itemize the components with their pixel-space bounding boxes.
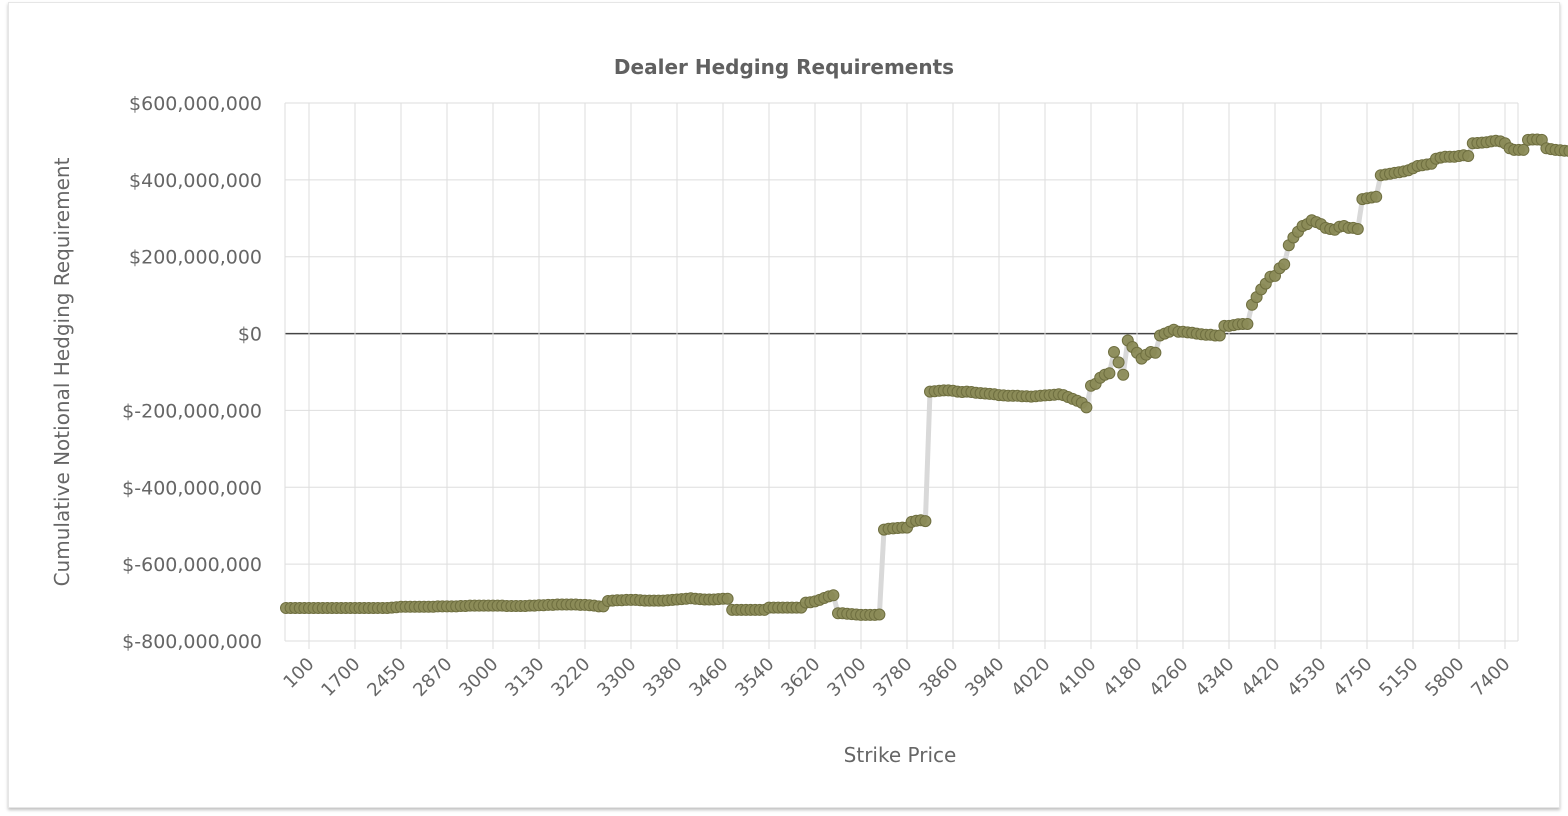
grid	[284, 102, 1519, 649]
data-point	[1462, 150, 1475, 162]
x-tick-label: 3940	[961, 654, 1008, 701]
x-tick-label: 5800	[1421, 654, 1468, 701]
x-axis-ticks: 1001700245028703000313032203300338034603…	[279, 654, 1514, 701]
data-point	[1241, 318, 1254, 330]
x-tick-label: 3860	[915, 654, 962, 701]
x-tick-label: 4750	[1329, 654, 1376, 701]
x-tick-label: 5150	[1375, 654, 1422, 701]
y-tick-label: $-400,000,000	[122, 477, 262, 499]
x-tick-label: 3540	[731, 654, 778, 701]
y-tick-label: $400,000,000	[129, 170, 262, 192]
x-tick-label: 3700	[823, 654, 870, 701]
x-tick-label: 4020	[1007, 654, 1054, 701]
data-point	[919, 515, 932, 528]
x-tick-label: 3460	[685, 654, 732, 701]
y-tick-label: $600,000,000	[129, 93, 262, 115]
y-tick-label: $0	[238, 324, 262, 346]
chart-card	[8, 2, 1560, 808]
x-tick-label: 3620	[777, 654, 824, 701]
series-points	[280, 133, 1568, 621]
x-tick-label: 4530	[1283, 654, 1330, 701]
x-tick-label: 100	[279, 654, 318, 693]
x-tick-label: 4260	[1145, 654, 1192, 701]
series-line	[286, 137, 1568, 618]
x-tick-label: 4340	[1191, 654, 1238, 701]
data-point	[1517, 143, 1530, 156]
x-axis-label: Strike Price	[844, 743, 957, 767]
data-point	[1278, 258, 1291, 271]
x-tick-label: 3780	[869, 654, 916, 701]
x-tick-label: 4100	[1053, 654, 1100, 701]
data-point	[1103, 367, 1116, 380]
x-tick-label: 2450	[363, 654, 410, 701]
data-point	[1112, 356, 1125, 369]
x-tick-label: 7400	[1467, 654, 1514, 701]
data-point	[1149, 346, 1162, 359]
y-tick-label: $-800,000,000	[122, 631, 262, 653]
x-tick-label: 2870	[409, 654, 456, 701]
y-tick-label: $200,000,000	[129, 247, 262, 269]
data-point	[1108, 346, 1120, 358]
chart-title: Dealer Hedging Requirements	[614, 55, 954, 79]
x-tick-label: 3300	[593, 654, 640, 701]
data-point	[1080, 401, 1093, 414]
data-point	[873, 608, 886, 621]
x-tick-label: 4180	[1099, 654, 1146, 701]
y-axis-ticks: $600,000,000 $400,000,000 $200,000,000 $0 $-…	[122, 93, 262, 653]
data-point	[721, 592, 734, 605]
x-tick-label: 3220	[547, 654, 594, 701]
data-point	[1351, 223, 1364, 235]
data-point	[827, 589, 840, 602]
data-point	[1213, 329, 1226, 342]
data-point	[1117, 368, 1130, 381]
series-path	[286, 137, 1568, 618]
x-tick-label: 4420	[1237, 654, 1284, 701]
x-tick-label: 3380	[639, 654, 686, 701]
data-point	[1563, 145, 1568, 157]
data-point	[1370, 190, 1383, 203]
x-tick-label: 3000	[455, 654, 502, 701]
y-tick-label: $-200,000,000	[122, 400, 262, 422]
x-tick-label: 3130	[501, 654, 548, 701]
y-axis-label: Cumulative Notional Hedging Requirement	[50, 157, 74, 586]
y-tick-label: $-600,000,000	[122, 554, 262, 576]
x-tick-label: 1700	[317, 654, 364, 701]
